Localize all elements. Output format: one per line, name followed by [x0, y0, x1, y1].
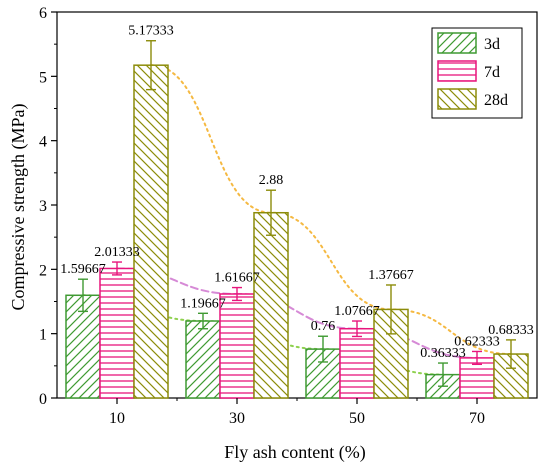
bar-3d-10: [65, 294, 101, 399]
data-label: 1.59667: [60, 262, 106, 277]
data-label: 0.68333: [488, 323, 534, 338]
error-bars: [78, 40, 516, 387]
data-label: 0.76: [311, 319, 336, 334]
x-axis-label: Fly ash content (%): [224, 442, 365, 463]
trendline-7d: [116, 267, 478, 359]
data-label: 1.19667: [180, 296, 226, 311]
data-label: 2.88: [259, 173, 284, 188]
y-tick-label: 4: [39, 134, 47, 151]
legend-swatch-3d: [437, 32, 477, 54]
bar-3d-30: [185, 320, 221, 399]
data-labels: 1.59667 1.19667 0.76 0.36333 2.01333 1.61667 1…: [60, 24, 534, 361]
x-tick-label: 30: [229, 410, 245, 427]
bar-7d-10: [99, 267, 135, 399]
data-label: 1.61667: [214, 271, 260, 286]
x-tick-label: 70: [469, 410, 485, 427]
x-tick-label: 50: [349, 410, 365, 427]
data-label: 1.07667: [334, 304, 380, 319]
data-label: 0.62333: [454, 334, 500, 349]
y-tick-label: 1: [39, 327, 47, 344]
legend-swatch-7d: [437, 60, 477, 82]
axes: 0 1 2 3 4 5 6 10 30 50 70: [39, 5, 485, 427]
bar-7d-50: [339, 327, 375, 399]
data-label: 1.37667: [368, 268, 414, 283]
legend-label: 7d: [484, 64, 500, 81]
trendline-28d: [150, 64, 512, 356]
y-axis-label: Compressive strength (MPa): [8, 104, 29, 311]
legend-label: 28d: [484, 92, 508, 109]
y-tick-label: 0: [39, 391, 47, 408]
legend-swatch-28d: [437, 88, 477, 110]
y-tick-label: 3: [39, 198, 47, 215]
y-tick-label: 2: [39, 262, 47, 279]
bar-28d-30: [253, 211, 289, 399]
x-tick-label: 10: [109, 410, 125, 427]
data-label: 0.36333: [420, 346, 466, 361]
y-tick-label: 6: [39, 5, 47, 22]
legend: 3d 7d 28d: [431, 27, 523, 119]
y-tick-label: 5: [39, 69, 47, 86]
data-label: 5.17333: [128, 24, 174, 39]
data-label: 2.01333: [94, 245, 140, 260]
bar-28d-10: [133, 64, 169, 399]
legend-label: 3d: [484, 36, 500, 53]
